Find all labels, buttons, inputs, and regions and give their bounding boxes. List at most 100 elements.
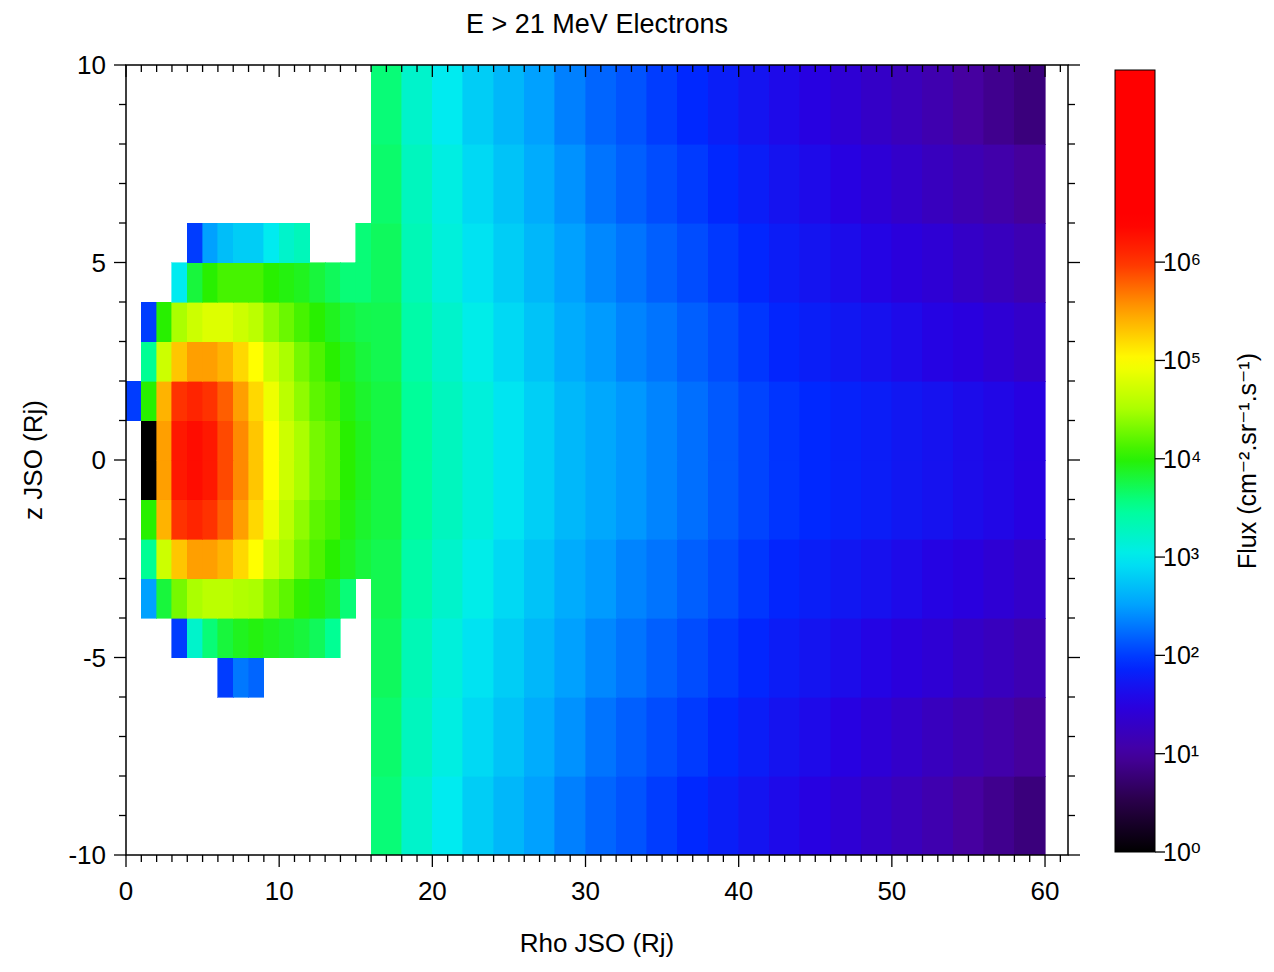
heatmap-cell	[984, 618, 1015, 697]
heatmap-cell	[586, 776, 617, 855]
heatmap-cell	[616, 539, 647, 618]
heatmap-cell	[463, 302, 494, 381]
heatmap-cell	[264, 579, 279, 619]
heatmap-cell	[555, 460, 586, 539]
x-minor-tick-top	[784, 65, 785, 72]
heatmap-cell	[524, 697, 555, 776]
heatmap-cell	[294, 539, 309, 579]
heatmap-cell	[340, 460, 355, 500]
y-minor-tick-right	[1068, 736, 1075, 737]
heatmap-cell	[1014, 223, 1045, 302]
heatmap-cell	[616, 302, 647, 381]
heatmap-cell	[586, 65, 617, 144]
y-minor-tick-right	[1068, 104, 1075, 105]
y-minor-tick	[119, 143, 126, 144]
heatmap-cell	[708, 460, 739, 539]
heatmap-cell	[294, 500, 309, 540]
heatmap-cell	[294, 618, 309, 658]
heatmap-cell	[432, 223, 463, 302]
x-tick-label: 30	[571, 876, 600, 906]
heatmap-cell	[356, 263, 371, 303]
x-minor-tick-top	[478, 65, 479, 72]
x-minor-tick	[968, 855, 969, 862]
heatmap-cell	[1014, 618, 1045, 697]
y-tick-label: 10	[77, 50, 106, 80]
y-minor-tick	[119, 578, 126, 579]
heatmap-cell	[922, 302, 953, 381]
x-minor-tick	[845, 855, 846, 862]
heatmap-cell	[249, 618, 264, 658]
heatmap-cell	[831, 460, 862, 539]
x-minor-tick	[217, 855, 218, 862]
heatmap-cell	[279, 500, 294, 540]
heatmap-cell	[356, 342, 371, 382]
x-minor-tick	[340, 855, 341, 862]
x-minor-tick	[416, 855, 417, 862]
heatmap-cell	[677, 381, 708, 460]
heatmap-cell	[800, 302, 831, 381]
x-minor-tick	[539, 855, 540, 862]
heatmap-cell	[647, 618, 678, 697]
heatmap-cell	[586, 144, 617, 223]
heatmap-cell	[157, 500, 172, 540]
heatmap-cell	[984, 460, 1015, 539]
heatmap-cell	[340, 539, 355, 579]
heatmap-cell	[340, 500, 355, 540]
y-minor-tick-right	[1068, 222, 1075, 223]
x-minor-tick	[447, 855, 448, 862]
x-minor-tick-top	[554, 65, 555, 72]
heatmap-cell	[831, 697, 862, 776]
y-tick-right	[1068, 657, 1080, 658]
heatmap-cell	[249, 421, 264, 461]
x-minor-tick	[1014, 855, 1015, 862]
heatmap-cell	[402, 618, 433, 697]
heatmap-cell	[172, 500, 187, 540]
heatmap-cell	[647, 697, 678, 776]
heatmap-cell	[708, 381, 739, 460]
heatmap-cell	[203, 539, 218, 579]
heatmap-cell	[984, 302, 1015, 381]
heatmap-cell	[233, 579, 248, 619]
x-minor-tick-top	[462, 65, 463, 72]
heatmap-cell	[861, 697, 892, 776]
heatmap-cell	[157, 579, 172, 619]
heatmap-cell	[463, 776, 494, 855]
heatmap-cell	[402, 539, 433, 618]
heatmap-cell	[769, 144, 800, 223]
x-tick-label: 60	[1031, 876, 1060, 906]
heatmap-cell	[463, 144, 494, 223]
heatmap-cell	[371, 144, 402, 223]
x-minor-tick	[861, 855, 862, 862]
x-tick-label: 40	[724, 876, 753, 906]
x-minor-tick	[600, 855, 601, 862]
heatmap-cell	[953, 381, 984, 460]
colorbar-tick-label: 10³	[1163, 543, 1199, 571]
x-minor-tick	[478, 855, 479, 862]
heatmap-cell	[264, 460, 279, 500]
x-minor-tick	[370, 855, 371, 862]
x-tick-top	[1044, 65, 1045, 77]
x-minor-tick	[493, 855, 494, 862]
heatmap-cell	[861, 460, 892, 539]
x-minor-tick	[769, 855, 770, 862]
heatmap-cell	[647, 776, 678, 855]
heatmap-cell	[555, 302, 586, 381]
y-tick-label: -5	[83, 643, 106, 673]
heatmap-cell	[922, 381, 953, 460]
x-minor-tick-top	[815, 65, 816, 72]
heatmap-cell	[203, 263, 218, 303]
heatmap-cell	[831, 381, 862, 460]
heatmap-cell	[677, 144, 708, 223]
heatmap-cell	[218, 539, 233, 579]
x-minor-tick	[922, 855, 923, 862]
heatmap-cell	[922, 697, 953, 776]
heatmap-cell	[172, 381, 187, 421]
heatmap-cell	[586, 618, 617, 697]
heatmap-cell	[371, 697, 402, 776]
x-minor-tick-top	[202, 65, 203, 72]
heatmap-cell	[325, 381, 340, 421]
colorbar-tick-label: 10⁰	[1163, 838, 1201, 866]
heatmap-cell	[203, 421, 218, 461]
heatmap-cell	[586, 460, 617, 539]
heatmap-cell	[218, 618, 233, 658]
